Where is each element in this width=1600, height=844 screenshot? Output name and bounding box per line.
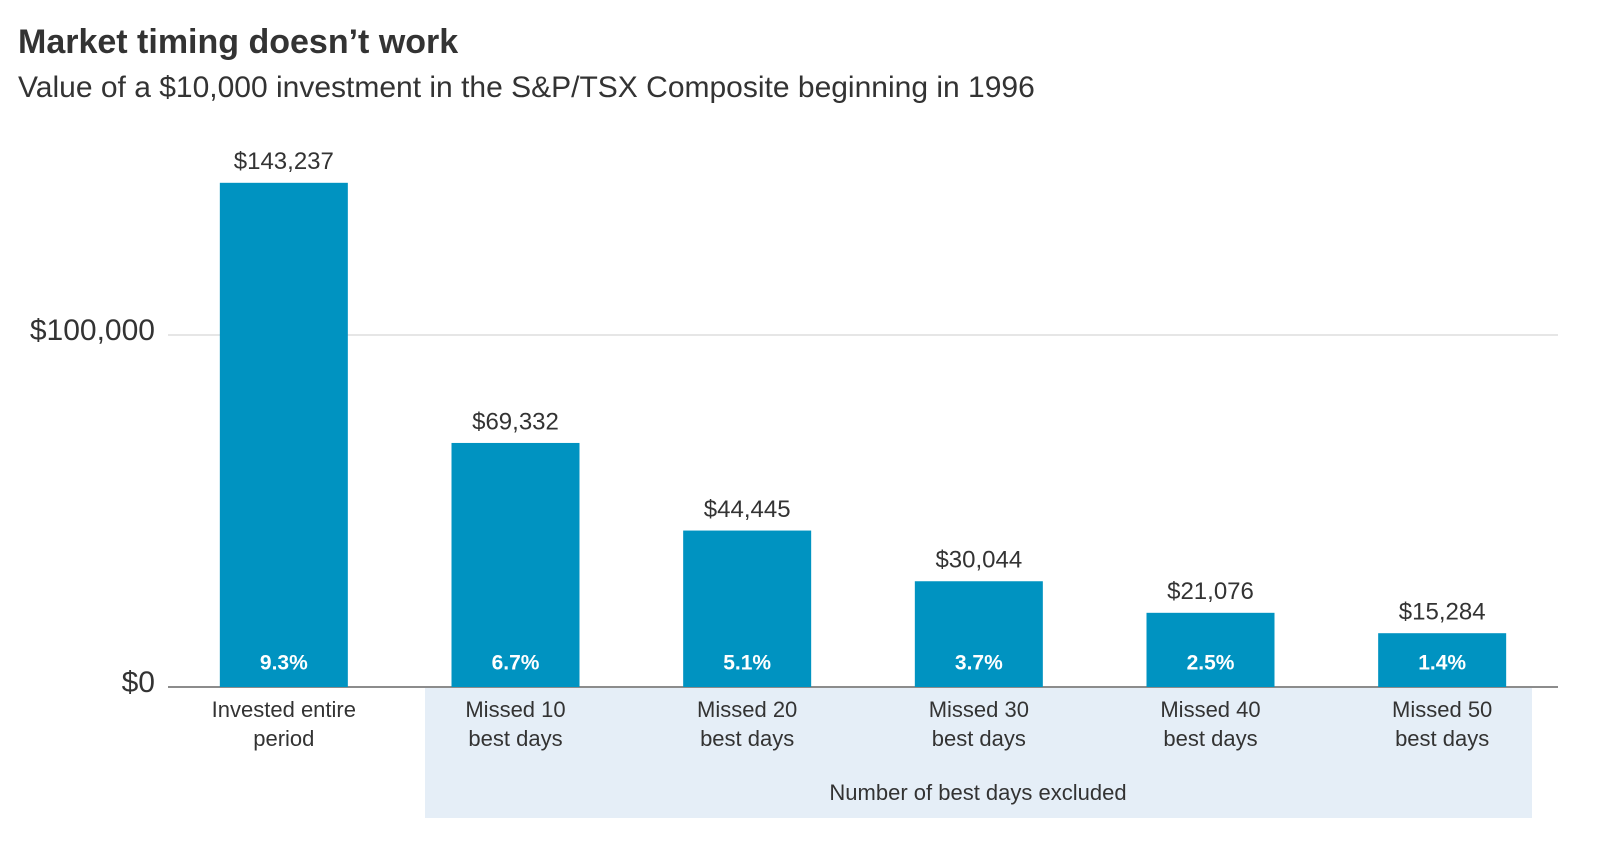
x-tick-label: Missed 20 best days — [697, 697, 798, 751]
value-label: $30,044 — [935, 547, 1022, 574]
return-label: 6.7% — [492, 652, 540, 675]
return-label: 2.5% — [1187, 652, 1235, 675]
chart-subtitle: Value of a $10,000 investment in the S&P… — [18, 71, 1035, 104]
group-label: Number of best days excluded — [829, 780, 1126, 805]
x-tick-label: Invested entire period — [211, 697, 356, 751]
chart-title: Market timing doesn’t work — [18, 23, 458, 61]
y-tick-label: $100,000 — [30, 314, 155, 347]
value-label: $44,445 — [704, 496, 791, 523]
x-tick-label: Missed 50 best days — [1392, 697, 1493, 751]
return-label: 1.4% — [1418, 652, 1466, 675]
return-label: 3.7% — [955, 652, 1003, 675]
group-band — [425, 688, 1532, 818]
return-label: 9.3% — [260, 652, 308, 675]
bar — [683, 530, 812, 687]
x-tick-label: Missed 40 best days — [1160, 697, 1261, 751]
bar — [1378, 633, 1507, 687]
value-label: $21,076 — [1167, 578, 1254, 605]
x-tick-label: Missed 10 best days — [465, 697, 566, 751]
value-label: $69,332 — [472, 408, 559, 435]
bar — [219, 182, 348, 687]
bar — [914, 581, 1043, 687]
x-tick-label: Missed 30 best days — [928, 697, 1029, 751]
bar — [1146, 612, 1275, 687]
value-label: $15,284 — [1399, 599, 1486, 626]
y-tick-label: $0 — [122, 666, 155, 699]
bar — [451, 442, 580, 687]
value-label: $143,237 — [234, 148, 334, 175]
return-label: 5.1% — [723, 652, 771, 675]
